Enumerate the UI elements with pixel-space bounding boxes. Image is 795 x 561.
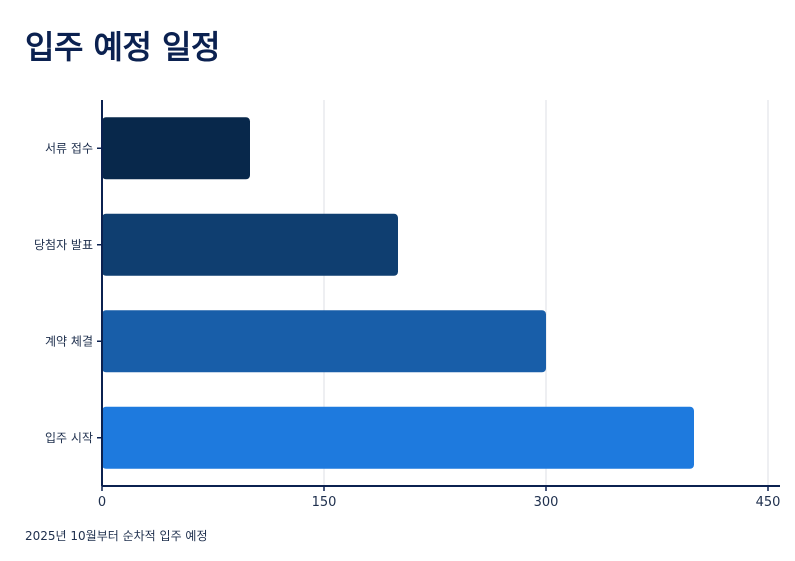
x-tick-label-3: 450: [756, 495, 781, 510]
bar-0: [102, 117, 250, 180]
y-tick-label-0: 서류 접수: [45, 141, 93, 155]
y-tick-label-1: 당첨자 발표: [34, 238, 93, 252]
x-tick-label-0: 0: [98, 495, 106, 510]
chart-title: 입주 예정 일정: [25, 28, 220, 66]
bar-2: [102, 310, 546, 373]
bar-1: [102, 213, 398, 276]
bars: [102, 117, 694, 469]
footnote: 2025년 10월부터 순차적 입주 예정: [25, 529, 208, 543]
bar-3: [102, 406, 694, 469]
y-tick-label-2: 계약 체결: [45, 333, 93, 348]
x-tick-label-1: 150: [312, 495, 337, 510]
y-tick-label-3: 입주 시작: [45, 431, 93, 445]
x-tick-label-2: 300: [534, 495, 559, 510]
